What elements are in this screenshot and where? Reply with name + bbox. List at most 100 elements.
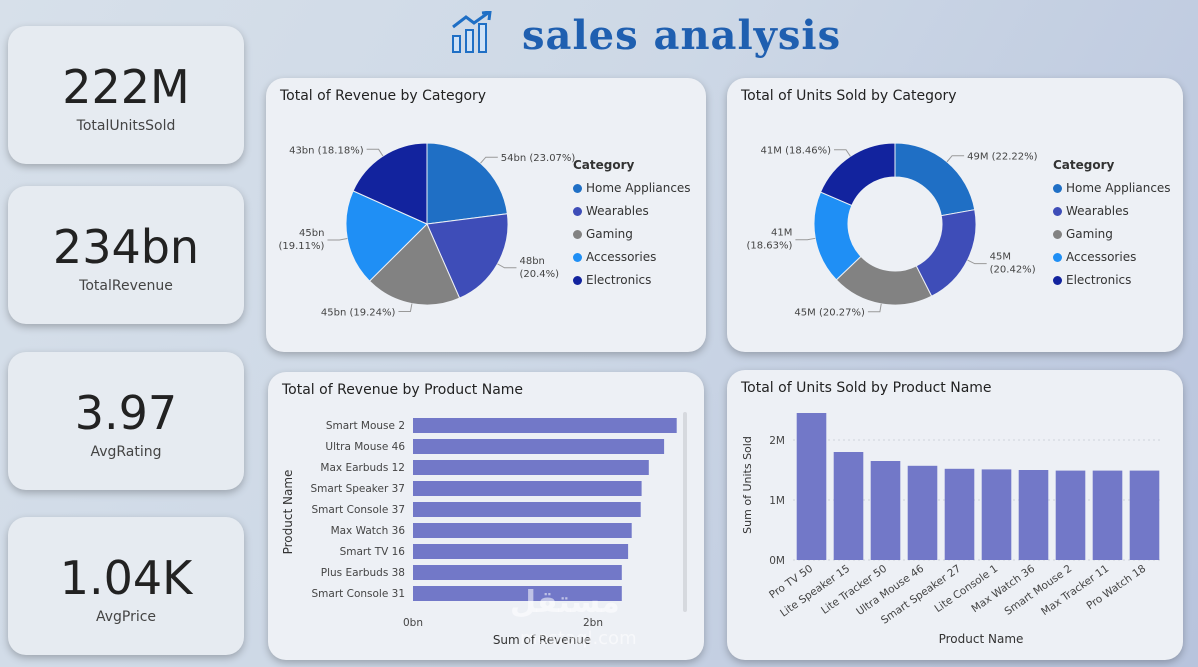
units-donut-chart[interactable]: 49M (22.22%) 45M (20.42%) 45M (20.27%) 41M (1… (727, 78, 1183, 352)
legend-label: Accessories (586, 250, 657, 264)
slice-label: 43bn (18.18%) (289, 145, 364, 156)
legend: Category Home Appliances Wearables Gaming A… (573, 158, 691, 287)
tick-label: 0M (769, 555, 785, 567)
bar[interactable] (413, 544, 629, 559)
kpi-value: 234bn (52, 220, 200, 274)
legend-item[interactable]: Wearables (1053, 204, 1171, 218)
legend-label: Gaming (1066, 227, 1113, 241)
bar[interactable] (833, 452, 864, 560)
legend-label: Accessories (1066, 250, 1137, 264)
revenue-bar-chart[interactable]: Smart Mouse 2 Ultra Mouse 46 Max Earbuds 1… (268, 372, 704, 660)
slice-label: 41M (771, 228, 792, 239)
slice-label: 45bn (19.24%) (321, 307, 396, 318)
legend-item[interactable]: Gaming (1053, 227, 1171, 241)
legend-item[interactable]: Home Appliances (1053, 181, 1171, 195)
bar[interactable] (413, 523, 632, 538)
bar[interactable] (1018, 470, 1049, 560)
tick-label: 1M (769, 495, 785, 507)
legend-item[interactable]: Accessories (573, 250, 691, 264)
axis-label: Sum of Units Sold (741, 436, 754, 534)
bar[interactable] (981, 469, 1012, 560)
bar[interactable] (1055, 470, 1086, 560)
bar-chart-growth-icon (450, 10, 494, 59)
slice-label: 45bn (299, 228, 324, 239)
legend-swatch (1053, 252, 1062, 262)
legend-item[interactable]: Home Appliances (573, 181, 691, 195)
slice-label: (20.4%) (519, 269, 559, 280)
tick-label: 2bn (583, 617, 603, 629)
slice-label: (19.11%) (279, 241, 325, 252)
slice-label: (18.63%) (746, 241, 792, 252)
legend-item[interactable]: Gaming (573, 227, 691, 241)
legend-swatch (1053, 183, 1062, 193)
bar[interactable] (413, 565, 622, 580)
bar[interactable] (413, 418, 677, 433)
revenue-by-product-card[interactable]: Total of Revenue by Product Name Smart M… (268, 372, 704, 660)
kpi-card-total-units-sold[interactable]: 222M TotalUnitsSold (8, 26, 244, 164)
tick-label: Ultra Mouse 46 (325, 441, 405, 453)
legend-label: Gaming (586, 227, 633, 241)
legend-label: Home Appliances (1066, 181, 1171, 195)
tick-label: 0bn (403, 617, 423, 629)
chart-title: Total of Revenue by Category (280, 88, 487, 104)
tick-label: Plus Earbuds 38 (321, 567, 405, 579)
legend-item[interactable]: Wearables (573, 204, 691, 218)
leader-line (497, 263, 517, 269)
pie-slice[interactable] (819, 142, 896, 207)
pie-slice[interactable] (352, 142, 428, 225)
legend-swatch (573, 229, 582, 239)
bar[interactable] (413, 439, 665, 454)
revenue-pie-chart[interactable]: 54bn (23.07%) 48bn (20.4%) 45bn (19.24%) 45b… (266, 78, 706, 352)
leader-line (967, 259, 987, 265)
bar[interactable] (413, 586, 622, 601)
legend-swatch (573, 206, 582, 216)
bar[interactable] (413, 502, 641, 517)
pie-slice[interactable] (426, 142, 508, 225)
legend-swatch (573, 275, 582, 285)
legend-item[interactable]: Accessories (1053, 250, 1171, 264)
leader-line (867, 303, 882, 313)
leader-line (398, 303, 413, 312)
legend-item[interactable]: Electronics (1053, 273, 1171, 287)
tick-label: Lite Console 1 (932, 563, 1000, 615)
bar[interactable] (944, 468, 975, 560)
bar[interactable] (796, 413, 827, 560)
tick-label: Smart Console 31 (312, 588, 405, 600)
bar[interactable] (413, 460, 649, 475)
kpi-value: 222M (62, 60, 190, 114)
slice-label: 45M (20.27%) (794, 308, 865, 319)
revenue-by-category-card[interactable]: Total of Revenue by Category 54bn (23.07… (266, 78, 706, 352)
units-by-product-card[interactable]: Total of Units Sold by Product Name 0M 1M… (727, 370, 1183, 660)
pie-slice[interactable] (368, 223, 461, 306)
leader-line (834, 149, 851, 157)
page-title: sales analysis (522, 11, 842, 59)
legend-label: Electronics (1066, 273, 1132, 287)
axis-label: Sum of Revenue (493, 633, 591, 647)
leader-line (946, 155, 965, 163)
kpi-card-avg-rating[interactable]: 3.97 AvgRating (8, 352, 244, 490)
kpi-label: AvgRating (90, 444, 162, 460)
scrollbar[interactable] (683, 412, 687, 612)
slice-label: 45M (990, 252, 1011, 263)
bar[interactable] (907, 465, 938, 560)
watermark-logo: مستقل (510, 585, 620, 620)
tick-label: Smart Speaker 37 (310, 483, 405, 495)
slice-label: 48bn (519, 256, 544, 267)
units-by-category-card[interactable]: Total of Units Sold by Category 49M (22.… (727, 78, 1183, 352)
legend: Category Home Appliances Wearables Gaming A… (1053, 158, 1171, 287)
chart-title: Total of Units Sold by Category (741, 88, 957, 104)
bar[interactable] (870, 461, 901, 560)
pie-slice[interactable] (345, 190, 428, 282)
kpi-card-avg-price[interactable]: 1.04K AvgPrice (8, 517, 244, 655)
bar[interactable] (413, 481, 642, 496)
kpi-card-total-revenue[interactable]: 234bn TotalRevenue (8, 186, 244, 324)
tick-label: Smart Console 37 (312, 504, 405, 516)
pie-slice[interactable] (894, 142, 976, 217)
bar[interactable] (1092, 470, 1123, 560)
legend-item[interactable]: Electronics (573, 273, 691, 287)
legend-swatch (573, 183, 582, 193)
leader-line (480, 156, 498, 164)
chart-title: Total of Revenue by Product Name (282, 382, 524, 398)
bar[interactable] (1129, 470, 1160, 560)
